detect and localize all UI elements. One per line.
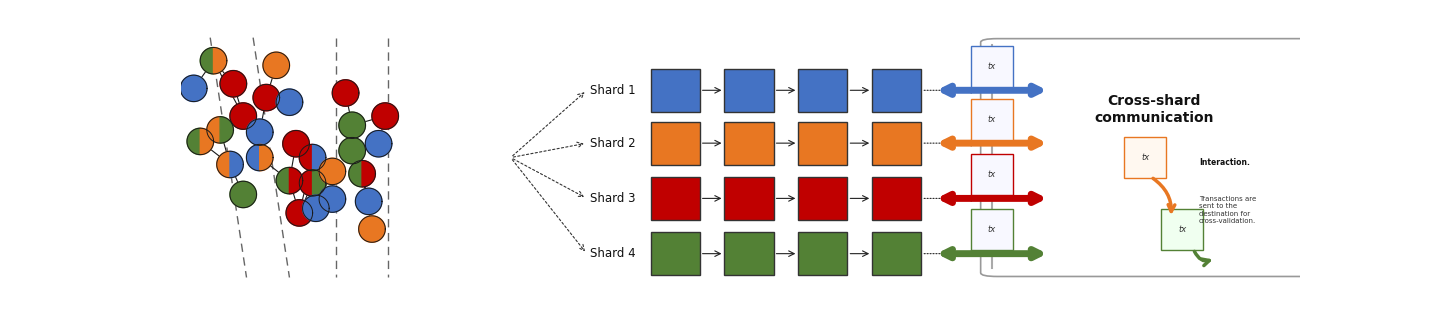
- Polygon shape: [312, 144, 326, 171]
- Text: Shard 2: Shard 2: [591, 137, 635, 150]
- FancyBboxPatch shape: [970, 46, 1014, 87]
- Polygon shape: [358, 216, 386, 242]
- FancyBboxPatch shape: [970, 154, 1014, 195]
- Polygon shape: [286, 200, 313, 226]
- FancyBboxPatch shape: [725, 232, 774, 275]
- FancyBboxPatch shape: [970, 99, 1014, 139]
- Text: tx: tx: [988, 170, 996, 179]
- Text: tx: tx: [988, 225, 996, 234]
- Polygon shape: [219, 71, 247, 97]
- Polygon shape: [247, 119, 273, 145]
- Polygon shape: [206, 117, 219, 143]
- FancyBboxPatch shape: [872, 177, 921, 220]
- Text: Transactions are
sent to the
destination for
cross-validation.: Transactions are sent to the destination…: [1199, 196, 1256, 225]
- FancyBboxPatch shape: [650, 177, 700, 220]
- FancyBboxPatch shape: [725, 69, 774, 112]
- FancyBboxPatch shape: [799, 69, 848, 112]
- Polygon shape: [303, 195, 329, 222]
- Polygon shape: [247, 144, 260, 171]
- Polygon shape: [230, 181, 257, 208]
- Text: tx: tx: [1141, 153, 1149, 162]
- FancyBboxPatch shape: [650, 69, 700, 112]
- Polygon shape: [355, 188, 383, 215]
- FancyBboxPatch shape: [650, 121, 700, 165]
- Polygon shape: [349, 160, 362, 187]
- Polygon shape: [201, 128, 214, 155]
- Polygon shape: [365, 130, 391, 157]
- Text: Cross-shard
communication: Cross-shard communication: [1095, 95, 1214, 124]
- Polygon shape: [219, 117, 234, 143]
- FancyBboxPatch shape: [872, 232, 921, 275]
- Polygon shape: [373, 103, 399, 129]
- FancyBboxPatch shape: [1161, 209, 1203, 250]
- Text: tx: tx: [988, 115, 996, 124]
- Polygon shape: [276, 168, 289, 194]
- Polygon shape: [214, 47, 227, 74]
- FancyBboxPatch shape: [1123, 137, 1167, 178]
- Polygon shape: [201, 47, 214, 74]
- Text: Shard 1: Shard 1: [591, 84, 635, 97]
- FancyBboxPatch shape: [799, 177, 848, 220]
- Polygon shape: [319, 186, 345, 212]
- Polygon shape: [230, 103, 257, 129]
- FancyBboxPatch shape: [799, 232, 848, 275]
- Polygon shape: [188, 128, 201, 155]
- Polygon shape: [260, 144, 273, 171]
- Polygon shape: [180, 75, 206, 102]
- Text: tx: tx: [988, 62, 996, 71]
- Polygon shape: [263, 52, 290, 79]
- Polygon shape: [339, 112, 365, 139]
- FancyBboxPatch shape: [980, 39, 1317, 276]
- FancyBboxPatch shape: [799, 121, 848, 165]
- Text: Shard 4: Shard 4: [591, 247, 635, 260]
- Polygon shape: [312, 170, 326, 196]
- Polygon shape: [253, 84, 280, 111]
- Polygon shape: [362, 160, 375, 187]
- FancyBboxPatch shape: [725, 177, 774, 220]
- Polygon shape: [283, 130, 309, 157]
- Polygon shape: [276, 89, 303, 115]
- FancyBboxPatch shape: [872, 69, 921, 112]
- Polygon shape: [299, 144, 312, 171]
- Polygon shape: [332, 80, 360, 106]
- Polygon shape: [339, 137, 365, 164]
- FancyBboxPatch shape: [970, 209, 1014, 250]
- Polygon shape: [319, 158, 345, 185]
- Text: Shard 3: Shard 3: [591, 192, 635, 205]
- Polygon shape: [217, 151, 230, 178]
- Polygon shape: [289, 168, 303, 194]
- Text: Interaction.: Interaction.: [1199, 158, 1249, 167]
- FancyBboxPatch shape: [872, 121, 921, 165]
- Polygon shape: [230, 151, 244, 178]
- FancyBboxPatch shape: [725, 121, 774, 165]
- Polygon shape: [299, 170, 312, 196]
- Text: tx: tx: [1178, 225, 1186, 234]
- FancyBboxPatch shape: [650, 232, 700, 275]
